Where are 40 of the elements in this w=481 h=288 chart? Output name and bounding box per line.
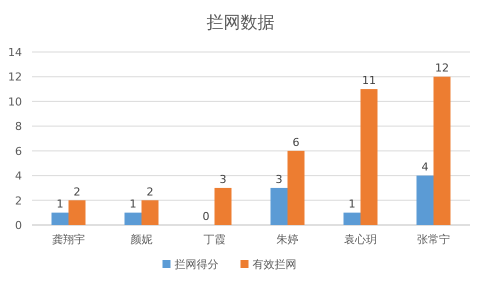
bar bbox=[434, 76, 450, 225]
legend-label: 拦网得分 bbox=[174, 258, 218, 271]
data-label: 3 bbox=[220, 172, 226, 186]
bar bbox=[214, 188, 232, 225]
bar bbox=[360, 89, 378, 225]
data-label: 11 bbox=[362, 74, 376, 88]
legend-label: 有效拦网 bbox=[252, 258, 296, 271]
x-tick-label: 袁心玥 bbox=[344, 233, 377, 246]
y-tick-label: 2 bbox=[15, 194, 22, 208]
data-label: 3 bbox=[276, 172, 282, 186]
data-label: 2 bbox=[146, 185, 154, 198]
bar bbox=[142, 200, 158, 225]
y-tick-label: 6 bbox=[15, 144, 22, 158]
data-label: 4 bbox=[422, 160, 428, 174]
data-label: 12 bbox=[435, 62, 449, 75]
x-tick-label: 丁霞 bbox=[204, 233, 226, 246]
data-label: 2 bbox=[74, 185, 80, 198]
chart-title: 拦网数据 bbox=[206, 13, 274, 33]
bar bbox=[416, 176, 434, 225]
y-tick-label: 12 bbox=[8, 70, 22, 84]
data-label: 1 bbox=[348, 198, 356, 211]
y-tick-label: 0 bbox=[15, 219, 22, 232]
bar bbox=[52, 212, 68, 225]
x-tick-label: 龚翔宇 bbox=[52, 233, 85, 246]
y-tick-label: 10 bbox=[8, 95, 22, 108]
data-label: 1 bbox=[56, 198, 64, 211]
x-tick-label: 颜妮 bbox=[130, 233, 152, 246]
data-label: 1 bbox=[130, 198, 136, 211]
x-tick-label: 张常宁 bbox=[417, 233, 450, 246]
bar bbox=[270, 188, 288, 225]
bar bbox=[124, 212, 142, 225]
bar bbox=[344, 212, 360, 225]
data-label: 6 bbox=[292, 136, 300, 149]
data-label: 0 bbox=[202, 210, 210, 223]
y-tick-label: 4 bbox=[15, 170, 22, 183]
y-tick-label: 14 bbox=[8, 46, 22, 59]
bar bbox=[68, 200, 86, 225]
x-tick-label: 朱婷 bbox=[276, 233, 298, 246]
y-tick-label: 8 bbox=[15, 120, 22, 134]
bar bbox=[288, 150, 304, 225]
